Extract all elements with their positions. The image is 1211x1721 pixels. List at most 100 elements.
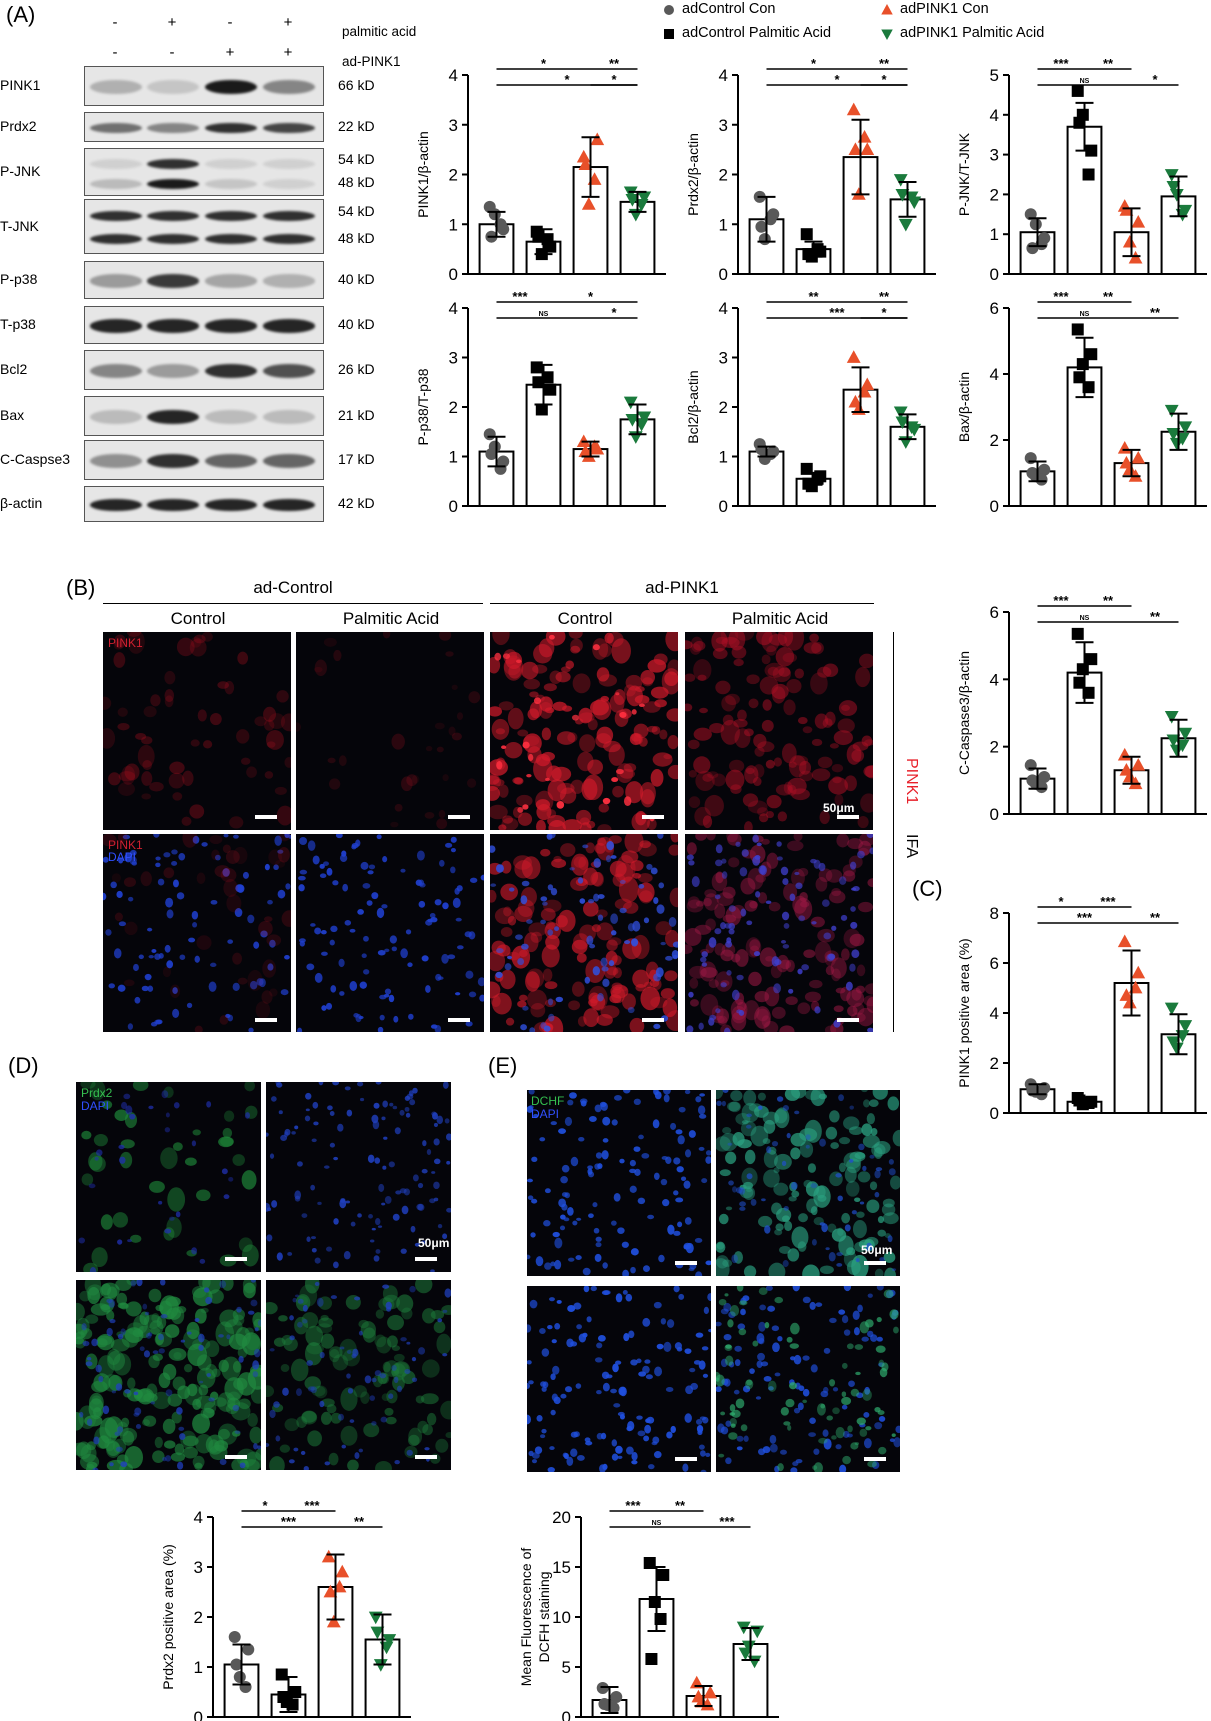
cell — [174, 1443, 185, 1456]
cell — [191, 1247, 198, 1255]
y-tick-label: 0 — [990, 497, 999, 516]
side-divider — [893, 632, 894, 1032]
cell — [779, 1025, 795, 1032]
cell — [777, 632, 794, 647]
data-point — [1029, 218, 1042, 231]
panel-label-b: (B) — [66, 575, 96, 600]
cell — [276, 690, 289, 703]
cell — [701, 951, 708, 958]
cell — [629, 1017, 645, 1032]
cell — [651, 726, 661, 735]
cell — [738, 1328, 747, 1336]
cell — [862, 1134, 880, 1148]
cell — [422, 1140, 427, 1147]
cell — [115, 1446, 123, 1452]
cell — [586, 1316, 592, 1323]
cell — [720, 949, 734, 962]
data-point — [741, 1640, 756, 1654]
cell — [527, 1360, 532, 1365]
y-axis-label: PINK1 positive area (%) — [956, 938, 972, 1087]
cell — [825, 1126, 838, 1140]
cell — [588, 1115, 597, 1123]
cell — [869, 1181, 878, 1191]
cell — [351, 842, 359, 849]
stain-label-pink1: PINK1 — [108, 838, 143, 852]
cell — [765, 900, 772, 905]
cell — [96, 1149, 103, 1156]
y-tick-label: 1 — [990, 225, 999, 244]
cell — [753, 733, 767, 748]
cell — [103, 834, 117, 847]
cell — [682, 1463, 689, 1472]
cell — [433, 1138, 440, 1146]
cell — [219, 1458, 227, 1466]
cell — [601, 966, 609, 972]
cell — [785, 996, 798, 1006]
cell — [569, 867, 575, 871]
cell — [589, 943, 596, 949]
cell — [725, 1420, 732, 1427]
cell — [758, 865, 766, 875]
cell — [236, 729, 250, 744]
cell — [611, 1453, 619, 1461]
legend-item: adControl Palmitic Acid — [662, 24, 922, 44]
cell — [85, 1361, 93, 1367]
cell — [787, 840, 804, 852]
cell — [519, 994, 528, 1002]
cell — [429, 913, 436, 918]
cell — [379, 1373, 387, 1379]
cell — [606, 841, 615, 851]
cell — [314, 972, 323, 983]
scale-bar — [837, 1018, 859, 1022]
cell — [790, 1322, 800, 1335]
cell — [843, 1329, 851, 1336]
micrograph-cells — [266, 1280, 451, 1470]
cell — [720, 922, 726, 930]
scale-bar — [864, 1261, 886, 1265]
y-tick-label: 4 — [990, 1004, 999, 1023]
cell — [822, 1429, 829, 1437]
protein-label: P-p38 — [0, 271, 38, 287]
treatment-sign: + — [167, 14, 177, 31]
cell — [312, 1101, 319, 1109]
cell — [110, 881, 117, 889]
cell — [552, 1365, 560, 1375]
cell — [733, 1251, 743, 1264]
data-point — [1164, 169, 1179, 182]
cell — [587, 759, 604, 775]
blot-band — [263, 80, 315, 94]
data-point — [1073, 676, 1086, 689]
cell — [769, 1434, 777, 1444]
data-point — [1082, 686, 1095, 699]
cell — [328, 1452, 339, 1466]
cell — [782, 878, 789, 886]
cell — [729, 1305, 740, 1317]
cell — [405, 1112, 411, 1118]
data-point — [893, 406, 908, 420]
cell — [785, 959, 795, 973]
cell — [654, 1366, 663, 1377]
cell — [232, 1361, 242, 1373]
cell — [507, 955, 513, 960]
cell — [846, 1247, 856, 1256]
cell — [761, 838, 770, 845]
significance-label: *** — [1053, 593, 1069, 608]
cell — [278, 846, 290, 863]
cell — [842, 1430, 850, 1438]
cell — [607, 937, 622, 946]
cell — [172, 987, 178, 994]
cell — [688, 991, 694, 998]
cell — [588, 1213, 594, 1218]
cell — [648, 1464, 655, 1470]
cell — [346, 1373, 351, 1379]
significance-label: * — [1152, 72, 1158, 87]
cell — [393, 1353, 405, 1362]
cell — [850, 861, 857, 870]
cell — [388, 1161, 395, 1168]
cell — [455, 917, 462, 922]
cell — [297, 1321, 303, 1328]
cell — [739, 867, 748, 877]
cell — [701, 1416, 709, 1424]
cell — [424, 1447, 430, 1451]
cell — [521, 943, 529, 950]
